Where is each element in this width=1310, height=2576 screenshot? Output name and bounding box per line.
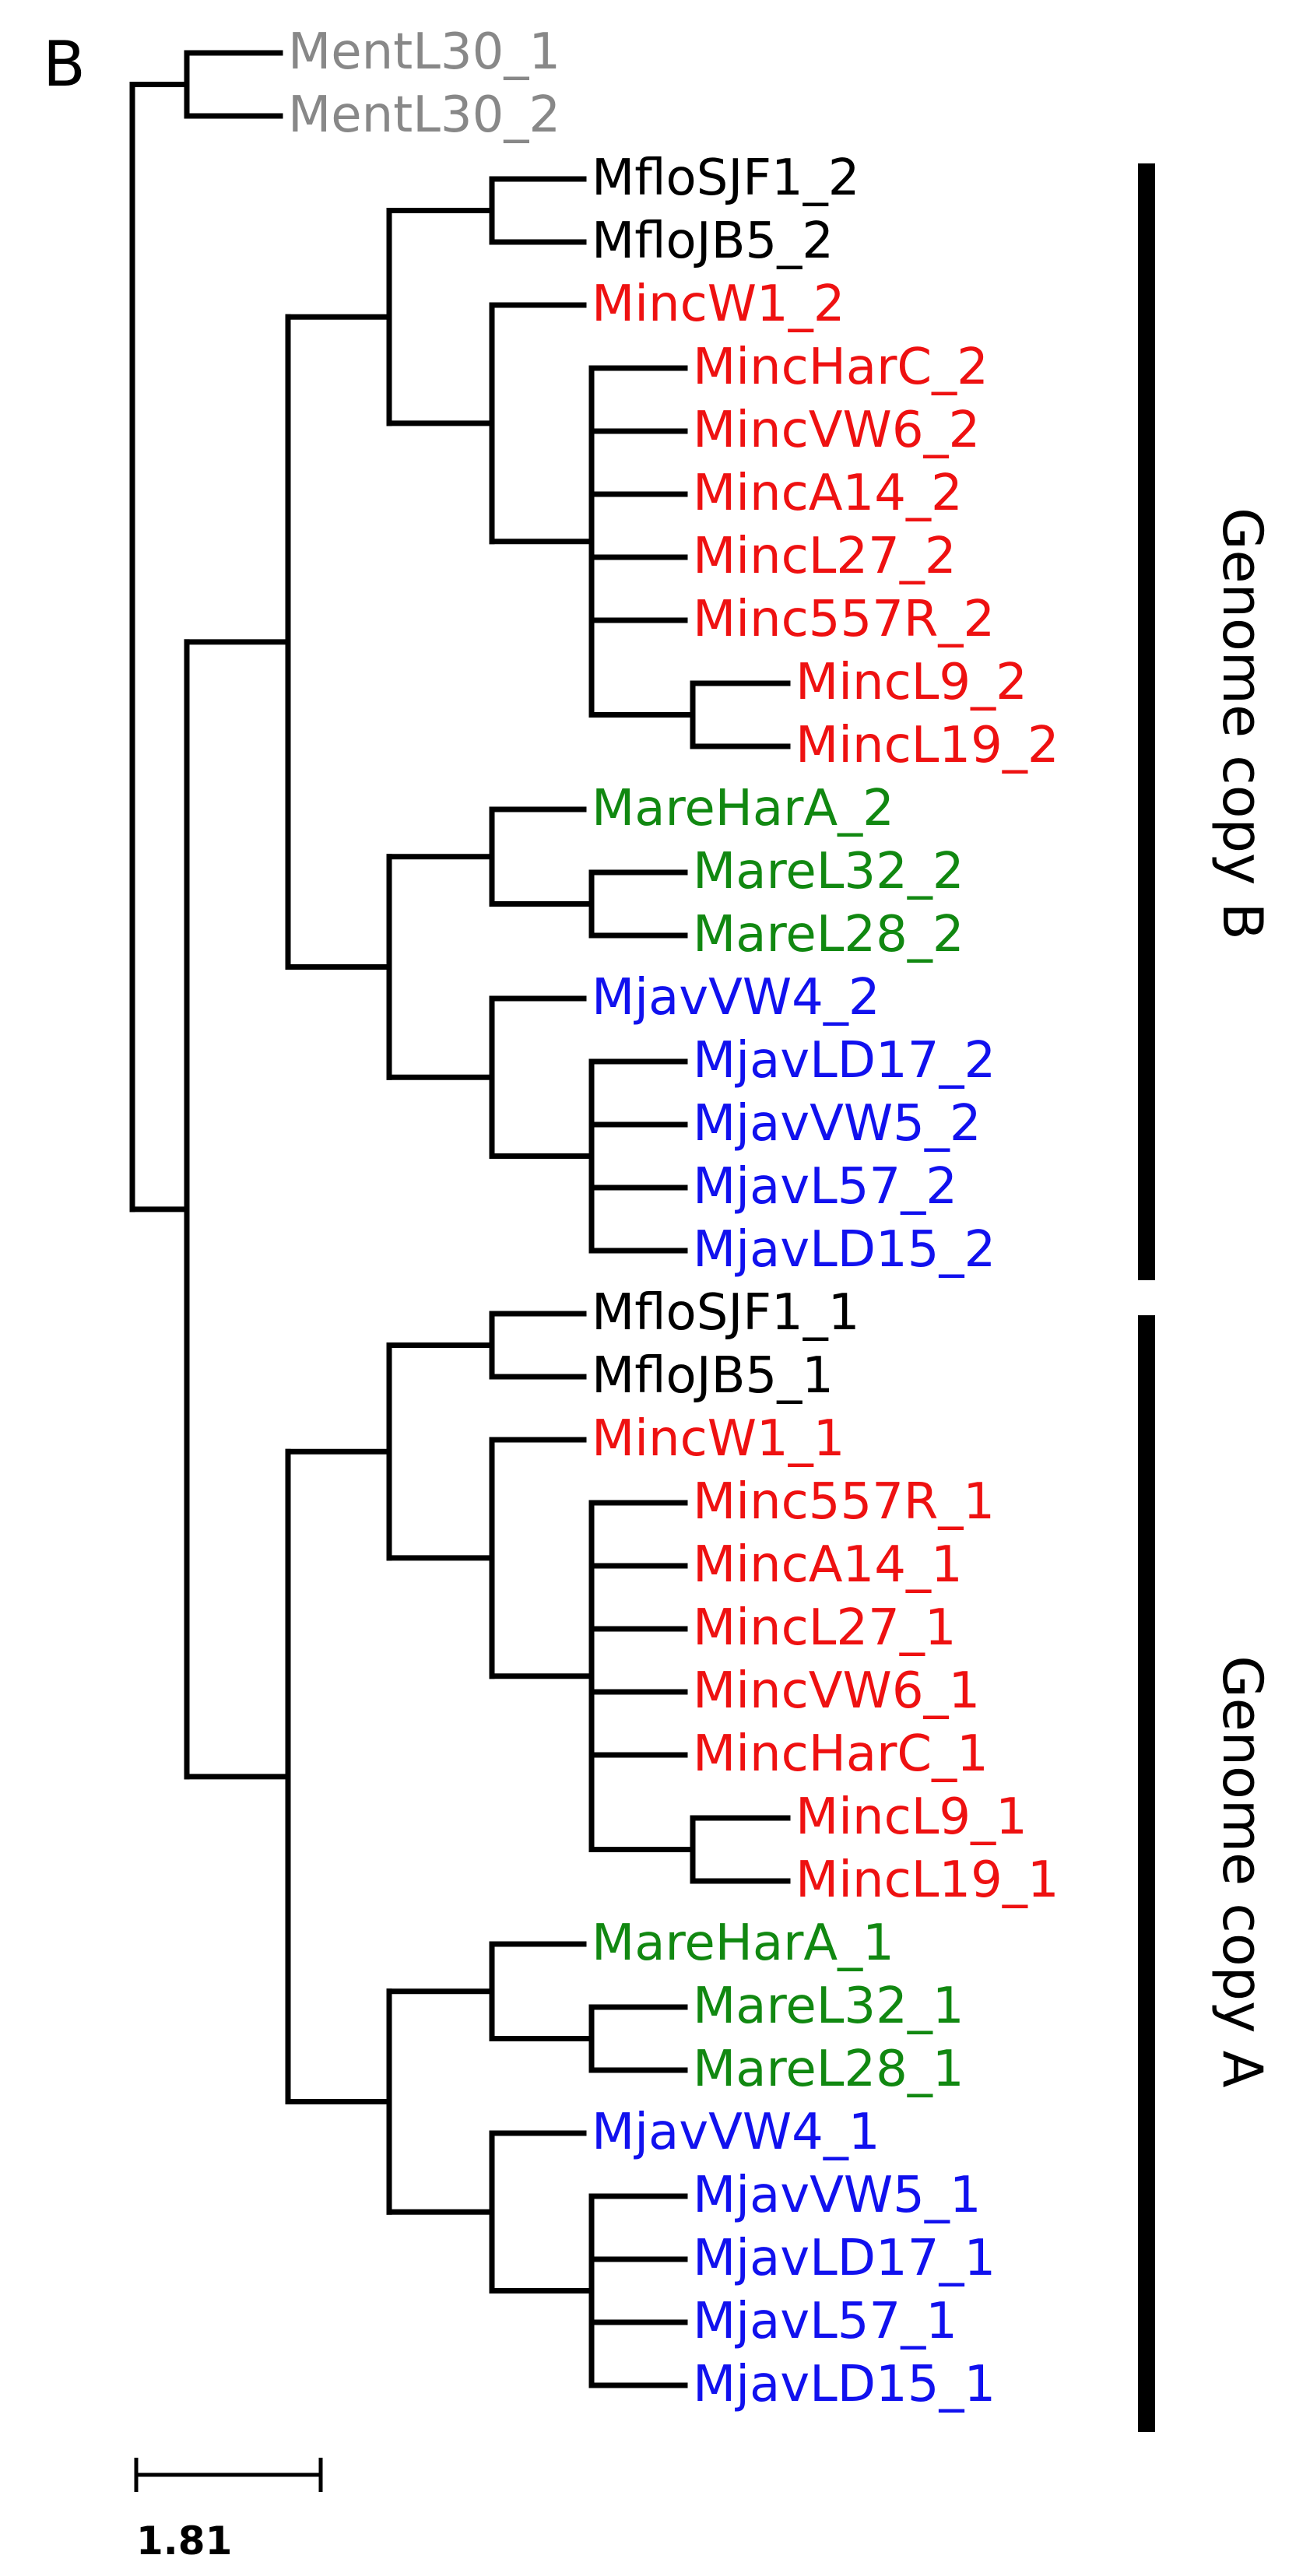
genome-copy-b-label: Genome copy B	[1210, 507, 1274, 939]
leaf-label: MjavLD17_1	[693, 2230, 996, 2287]
leaf-label: Minc557R_2	[693, 591, 995, 648]
leaf-label: Minc557R_1	[693, 1473, 995, 1531]
leaf-label: MjavVW5_2	[693, 1095, 982, 1153]
tree-branches	[129, 50, 791, 2388]
genome-copy-b-bar	[1138, 163, 1155, 1280]
leaf-label: MjavL57_2	[693, 1158, 957, 1216]
leaf-label: MareL32_1	[693, 1978, 964, 2035]
genome-copy-a-label: Genome copy A	[1210, 1655, 1274, 2087]
leaf-label: MfloJB5_2	[592, 212, 834, 270]
leaf-label: MfloJB5_1	[592, 1347, 834, 1405]
leaf-label: MincL19_2	[795, 717, 1059, 774]
leaf-label: MfloSJF1_2	[592, 149, 859, 207]
leaf-label: MincHarC_2	[693, 339, 989, 396]
leaf-label: MjavLD17_2	[693, 1032, 996, 1090]
leaf-label: MareL28_2	[693, 906, 964, 963]
leaf-label: MincL27_2	[693, 528, 957, 585]
leaf-label: MjavVW4_2	[592, 969, 880, 1027]
leaf-label: MjavVW5_1	[693, 2167, 982, 2224]
tree-leaf-labels: MentL30_1MentL30_2MfloSJF1_2MfloJB5_2Min…	[288, 23, 1059, 2413]
scale-bar-label: 1.81	[136, 2518, 232, 2564]
leaf-label: MincL27_1	[693, 1599, 957, 1657]
leaf-label: MincL9_2	[795, 654, 1027, 711]
leaf-label: MincL19_1	[795, 1851, 1059, 1909]
leaf-label: MareL32_2	[693, 843, 964, 900]
leaf-label: MjavL57_1	[693, 2293, 957, 2350]
leaf-label: MjavLD15_1	[693, 2356, 996, 2413]
panel-label: B	[43, 28, 86, 100]
leaf-label: MincA14_1	[693, 1536, 963, 1594]
leaf-label: MincVW6_1	[693, 1662, 980, 1720]
leaf-label: MincHarC_1	[693, 1725, 989, 1783]
leaf-label: MentL30_1	[288, 23, 560, 81]
leaf-label: MincVW6_2	[693, 402, 980, 459]
leaf-label: MincA14_2	[693, 465, 963, 522]
leaf-label: MincW1_1	[592, 1410, 845, 1468]
leaf-label: MentL30_2	[288, 86, 560, 144]
leaf-label: MfloSJF1_1	[592, 1284, 859, 1342]
leaf-label: MincL9_1	[795, 1788, 1027, 1846]
leaf-label: MareHarA_1	[592, 1914, 894, 1972]
genome-copy-a-bar	[1138, 1315, 1155, 2432]
leaf-label: MjavLD15_2	[693, 1221, 996, 1279]
leaf-label: MareHarA_2	[592, 780, 894, 837]
scale-bar: 1.81	[134, 2458, 323, 2564]
leaf-label: MjavVW4_1	[592, 2104, 880, 2161]
leaf-label: MareL28_1	[693, 2041, 964, 2098]
leaf-label: MincW1_2	[592, 275, 845, 333]
